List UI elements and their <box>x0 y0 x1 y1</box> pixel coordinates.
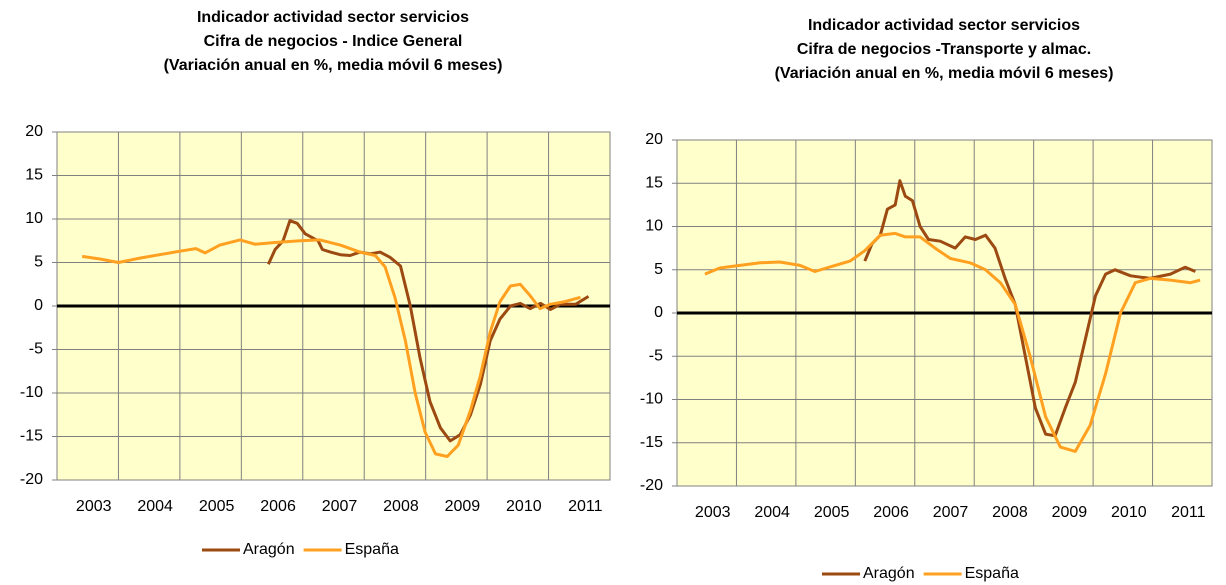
x-tick-label: 2010 <box>1111 504 1147 521</box>
y-tick-label: 20 <box>645 131 663 148</box>
legend-label: Aragón <box>243 541 295 558</box>
chart-title: Cifra de negocios -Transporte y almac. <box>797 41 1091 58</box>
x-tick-label: 2008 <box>992 504 1028 521</box>
chart-title: (Variación anual en %, media móvil 6 mes… <box>164 57 503 74</box>
y-tick-label: -15 <box>20 428 43 445</box>
x-tick-label: 2006 <box>260 498 296 515</box>
line-series <box>863 179 1196 438</box>
y-tick-label: -10 <box>640 391 663 408</box>
y-tick-label: -15 <box>640 434 663 451</box>
x-tick-label: 2011 <box>1171 504 1206 521</box>
x-tick-label: 2008 <box>383 498 419 515</box>
x-tick-label: 2004 <box>137 498 173 515</box>
y-tick-label: 0 <box>654 304 663 321</box>
legend-label: España <box>965 565 1019 582</box>
chart-title: Indicador actividad sector servicios <box>197 9 469 26</box>
y-tick-label: -20 <box>20 471 43 488</box>
x-tick-label: 2006 <box>873 504 909 521</box>
y-tick-label: 5 <box>654 261 663 278</box>
y-tick-label: -20 <box>640 477 663 494</box>
y-tick-label: 10 <box>645 218 663 235</box>
x-tick-label: 2009 <box>445 498 481 515</box>
x-tick-label: 2009 <box>1052 504 1088 521</box>
line-series <box>81 238 581 458</box>
line-series <box>704 231 1201 453</box>
y-tick-label: 10 <box>25 210 43 227</box>
chart: Indicador actividad sector servicios Cifr… <box>640 17 1213 582</box>
x-tick-label: 2011 <box>568 498 603 515</box>
chart-title: Indicador actividad sector servicios <box>808 17 1080 34</box>
line-series <box>267 219 590 443</box>
legend-label: España <box>345 541 399 558</box>
y-tick-label: 5 <box>34 254 43 271</box>
y-tick-label: -5 <box>29 341 43 358</box>
x-tick-label: 2005 <box>814 504 850 521</box>
y-tick-label: 0 <box>34 297 43 314</box>
x-tick-label: 2005 <box>199 498 235 515</box>
chart-title: Cifra de negocios - Indice General <box>204 33 463 50</box>
y-tick-label: 20 <box>25 123 43 140</box>
x-tick-label: 2004 <box>754 504 790 521</box>
y-tick-label: 15 <box>645 174 663 191</box>
x-tick-label: 2003 <box>76 498 112 515</box>
chart: Indicador actividad sector servicios Cifr… <box>20 9 611 558</box>
legend-label: Aragón <box>863 565 915 582</box>
chart-title: (Variación anual en %, media móvil 6 mes… <box>775 65 1114 82</box>
x-tick-label: 2007 <box>933 504 969 521</box>
y-tick-label: -5 <box>649 347 663 364</box>
y-tick-label: 15 <box>25 167 43 184</box>
x-tick-label: 2003 <box>695 504 731 521</box>
y-tick-label: -10 <box>20 384 43 401</box>
x-tick-label: 2010 <box>506 498 542 515</box>
x-tick-label: 2007 <box>322 498 358 515</box>
